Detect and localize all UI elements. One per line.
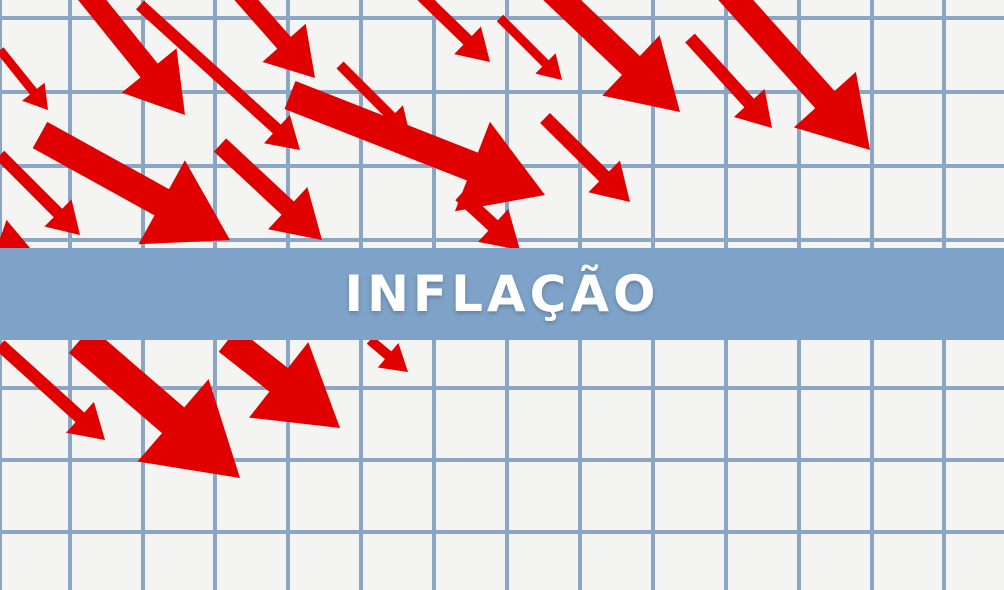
falling-arrows — [0, 0, 870, 478]
down-arrow-icon — [284, 81, 545, 212]
down-arrow-icon — [718, 0, 870, 150]
down-arrow-icon — [78, 0, 185, 115]
down-arrow-icon — [496, 14, 562, 80]
down-arrow-icon — [0, 47, 48, 110]
down-arrow-icon — [68, 327, 241, 478]
down-arrow-icon — [213, 138, 322, 240]
down-arrow-icon — [136, 0, 300, 150]
down-arrow-icon — [543, 0, 680, 112]
down-arrow-icon — [234, 0, 315, 78]
down-arrow-icon — [336, 61, 410, 135]
down-arrow-icon — [366, 336, 408, 372]
down-arrow-icon — [417, 0, 490, 62]
down-arrow-icon — [32, 121, 231, 245]
down-arrow-icon — [218, 328, 340, 428]
down-arrow-icon — [0, 219, 30, 255]
down-arrow-icon — [0, 340, 105, 440]
down-arrow-icon — [540, 113, 630, 202]
title-text: INFLAÇÃO — [344, 265, 660, 323]
down-arrow-icon — [685, 33, 772, 128]
down-arrow-icon — [0, 150, 80, 235]
title-banner: INFLAÇÃO — [0, 248, 1004, 340]
down-arrow-icon — [455, 189, 520, 250]
